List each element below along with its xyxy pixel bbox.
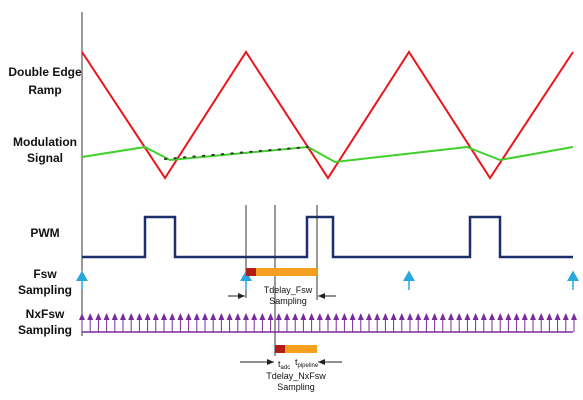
annotation: Sampling [269,296,307,306]
nx-head [243,313,249,320]
nx-head [554,313,561,320]
nx-head [169,313,176,320]
t-pipeline: tpipeline [295,357,319,369]
fsw-delay-bar [246,268,317,276]
nx-head [497,313,504,320]
nx-head [300,313,307,320]
nx-head [210,313,217,320]
nx-head [382,313,389,320]
annotation: Tdelay_Fsw [264,285,313,295]
nx-head [562,313,569,320]
nx-head [218,313,225,320]
nx-head [202,313,208,320]
nx-head [546,313,553,320]
nx-head [505,313,512,320]
nx-head [275,313,282,320]
nx-head [177,313,184,320]
nx-head [267,313,274,320]
nx-head [316,313,323,320]
signal-label: Signal [27,151,63,165]
nx-head [366,313,372,320]
nx-head [193,313,200,320]
nx-head [87,313,94,320]
nx-head [226,313,233,320]
nx-head [259,313,266,320]
nx-head [144,313,151,320]
nx-head [349,313,356,320]
modulation [81,145,574,164]
nx-head [161,313,167,320]
nx-head [95,313,102,320]
nx-head [456,313,463,320]
nx-delay-bar [275,345,317,353]
nx-head [325,313,331,320]
signal-label: Ramp [28,83,61,97]
ramp [81,50,574,180]
nx-head [357,313,364,320]
nx-head [79,313,85,320]
pwm [82,215,573,259]
nx-head [415,313,422,320]
signal-label: NxFsw [26,307,65,321]
nx-head [111,313,118,320]
nx-head [284,313,290,320]
fsw-adc-bar [246,268,256,276]
nx-head [103,313,110,320]
signal-label: Double Edge [8,65,82,79]
nx-adc-bar [275,345,285,353]
nx-head [464,313,471,320]
nx-head [513,313,520,320]
signal-label: PWM [30,226,59,240]
nx-head [341,313,348,320]
nx-head [251,313,258,320]
nx-head [431,313,438,320]
nx-head [152,313,159,320]
nx-head [185,313,192,320]
nx-head [374,313,381,320]
nx-head [423,313,430,320]
nx-head [292,313,299,320]
nx-head [521,313,528,320]
nx-head [234,313,241,320]
nx-head [472,313,479,320]
nx-head [571,313,577,320]
nx-head [128,313,135,320]
nx-head [398,313,405,320]
nx-head [448,313,454,320]
nx-head [489,313,495,320]
fsw-arrows [76,270,579,290]
annotation: Sampling [277,382,315,392]
signal-label: Sampling [18,283,72,297]
nx-head [136,313,143,320]
nx-head [530,313,536,320]
nx-head [538,313,545,320]
signal-labels: Double Edge Ramp Modulation Signal PWM Fsw Sam… [8,65,82,337]
nx-head [439,313,446,320]
nx-head [333,313,340,320]
nxfsw-arrows [79,313,577,332]
nx-head [120,313,126,320]
nx-head [407,313,413,320]
signal-label: Modulation [13,135,77,149]
annotation: Tdelay_NxFsw [266,371,326,381]
signal-label: Fsw [33,267,57,281]
signal-label: Sampling [18,323,72,337]
nx-head [308,313,315,320]
nx-head [390,313,397,320]
nx-head [480,313,487,320]
t-adc: tadc [278,359,290,371]
